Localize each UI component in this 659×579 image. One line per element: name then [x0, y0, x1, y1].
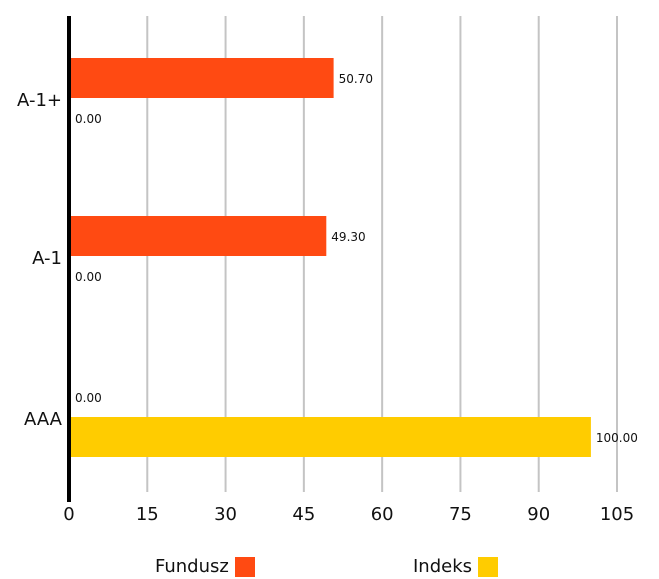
x-tick-label: 0 [63, 504, 74, 525]
legend-swatch-indeks [478, 556, 499, 577]
x-tick-label: 45 [292, 504, 315, 525]
data-label: 0.00 [75, 112, 102, 126]
legend: Fundusz Indeks [0, 556, 659, 578]
x-tick-labels: 0 15 30 45 60 75 90 105 [63, 504, 634, 525]
category-labels: A-1+ A-1 AAA [17, 90, 63, 430]
x-tick-label: 15 [136, 504, 159, 525]
legend-item-fundusz: Fundusz [155, 556, 255, 577]
bar [71, 58, 334, 98]
x-tick-label: 90 [527, 504, 550, 525]
legend-label-indeks: Indeks [413, 556, 473, 577]
category-label: A-1+ [17, 90, 62, 111]
x-tick-label: 30 [214, 504, 237, 525]
category-label: A-1 [32, 248, 62, 269]
data-label: 50.70 [339, 72, 373, 86]
bar [71, 216, 327, 256]
x-tick-label: 60 [371, 504, 394, 525]
data-label: 49.30 [331, 230, 365, 244]
category-label: AAA [24, 409, 63, 430]
legend-swatch-fundusz [234, 556, 255, 577]
legend-label-fundusz: Fundusz [155, 556, 229, 577]
data-label: 0.00 [75, 391, 102, 405]
data-label: 100.00 [596, 431, 638, 445]
x-tick-label: 105 [600, 504, 634, 525]
data-labels: 50.70 49.30 0.00 0.00 0.00 100.00 [75, 72, 638, 445]
bars [71, 58, 591, 457]
x-tick-label: 75 [449, 504, 472, 525]
legend-item-indeks: Indeks [413, 556, 499, 577]
bar [71, 417, 591, 457]
data-label: 0.00 [75, 270, 102, 284]
